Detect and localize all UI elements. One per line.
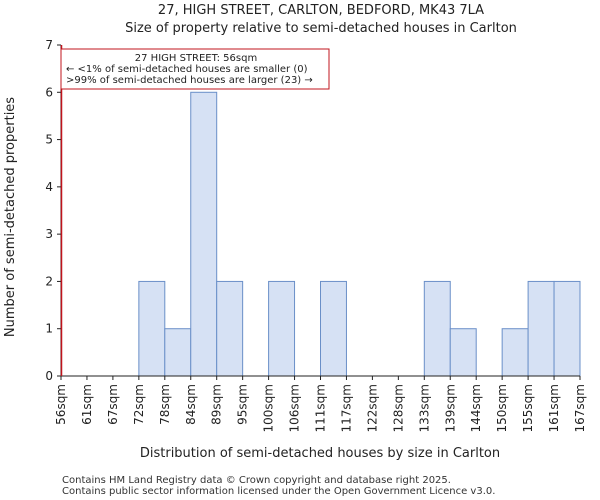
x-tick-label-117sqm: 117sqm (339, 384, 353, 432)
y-tick-label-6: 6 (45, 85, 53, 99)
y-tick-label-3: 3 (45, 227, 53, 241)
bar-84sqm (190, 91, 218, 377)
bar-78sqm (164, 328, 192, 377)
x-tick-label-89sqm: 89sqm (210, 384, 224, 425)
bar-72sqm (138, 280, 166, 377)
x-tick-label-106sqm: 106sqm (288, 384, 302, 432)
x-tick-label-95sqm: 95sqm (236, 384, 250, 425)
y-tick-label-7: 7 (45, 38, 53, 52)
x-tick-label-100sqm: 100sqm (262, 384, 276, 432)
x-tick-label-161sqm: 161sqm (547, 384, 561, 432)
annotation-box: 27 HIGH STREET: 56sqm ← <1% of semi-deta… (60, 48, 330, 90)
x-tick-label-72sqm: 72sqm (132, 384, 146, 425)
y-tick-label-5: 5 (45, 133, 53, 147)
y-tick-label-4: 4 (45, 180, 53, 194)
x-tick-label-111sqm: 111sqm (314, 384, 328, 432)
bar-139sqm (449, 328, 477, 377)
annotation-border (60, 48, 330, 90)
bar-89sqm (216, 280, 244, 377)
x-tick-label-78sqm: 78sqm (158, 384, 172, 425)
chart-title-line1: 27, HIGH STREET, CARLTON, BEDFORD, MK43 … (158, 3, 484, 18)
x-tick-label-133sqm: 133sqm (417, 384, 431, 432)
x-tick-label-122sqm: 122sqm (365, 384, 379, 432)
footer-line2: Contains public sector information licen… (62, 486, 495, 497)
annotation-line3: >99% of semi-detached houses are larger … (66, 75, 313, 86)
y-axis-label: Number of semi-detached properties (3, 97, 18, 337)
bar-111sqm (320, 280, 347, 377)
bar-100sqm (268, 280, 296, 377)
bar-150sqm (501, 328, 529, 377)
annotation-line1: 27 HIGH STREET: 56sqm (135, 53, 257, 64)
chart-title-line2: Size of property relative to semi-detach… (125, 21, 517, 36)
y-tick-label-1: 1 (45, 322, 53, 336)
bar-133sqm (423, 280, 451, 377)
x-tick-label-155sqm: 155sqm (521, 384, 535, 432)
bar-161sqm (553, 280, 581, 377)
x-tick-label-67sqm: 67sqm (106, 384, 120, 425)
x-axis-label: Distribution of semi-detached houses by … (140, 446, 500, 461)
x-tick-label-61sqm: 61sqm (80, 384, 94, 425)
y-tick-label-0: 0 (45, 369, 53, 383)
x-tick-label-128sqm: 128sqm (391, 384, 405, 432)
x-tick-label-144sqm: 144sqm (469, 384, 483, 432)
bar-155sqm (527, 280, 555, 377)
y-tick-label-2: 2 (45, 274, 53, 288)
footer-line1: Contains HM Land Registry data © Crown c… (62, 475, 451, 486)
annotation-line2: ← <1% of semi-detached houses are smalle… (66, 64, 308, 75)
x-tick-label-84sqm: 84sqm (184, 384, 198, 425)
x-tick-label-167sqm: 167sqm (573, 384, 587, 432)
x-tick-label-56sqm: 56sqm (54, 384, 68, 425)
x-tick-label-139sqm: 139sqm (443, 384, 457, 432)
x-tick-label-150sqm: 150sqm (495, 384, 509, 432)
